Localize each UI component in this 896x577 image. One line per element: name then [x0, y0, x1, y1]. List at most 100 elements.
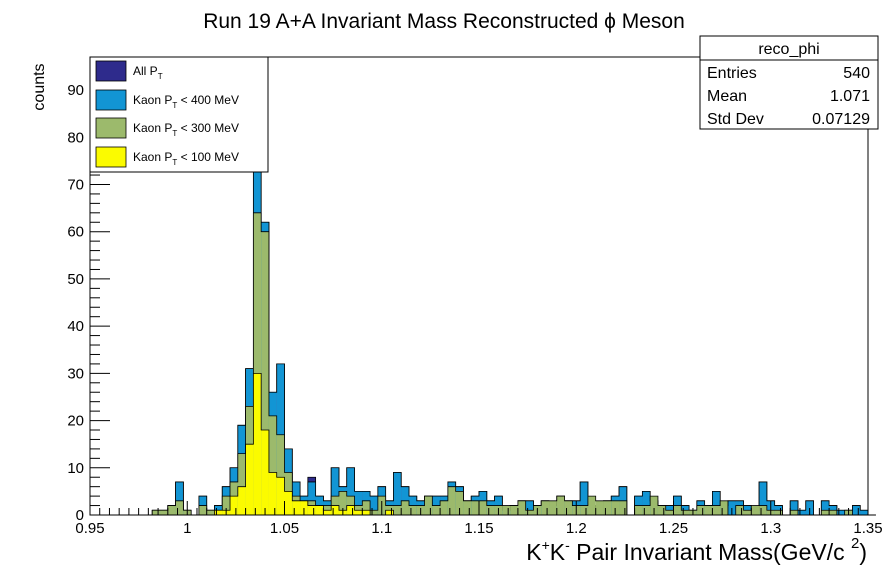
- chart-title: Run 19 A+A Invariant Mass Reconstructed …: [203, 10, 685, 33]
- stats-value: 1.071: [830, 88, 870, 105]
- bar-s3-bin-17: [222, 496, 231, 515]
- legend-entry-4: Kaon PT < 100 MeV: [95, 146, 239, 168]
- bar-s3-bin-67: [611, 500, 620, 515]
- bar-s4-bin-30: [323, 510, 332, 515]
- bar-s2-bin-63: [580, 481, 588, 515]
- legend-swatch: [95, 146, 127, 168]
- x-axis-label-sup-2: 2: [851, 535, 859, 552]
- y-tick-label: 10: [67, 460, 84, 477]
- bar-s2-bin-31: [331, 467, 339, 515]
- bar-s2-bin-92: [805, 500, 814, 515]
- bar-s4-bin-16: [214, 510, 223, 515]
- bar-s2-bin-94: [821, 500, 830, 515]
- bar-s3-bin-15: [206, 510, 215, 515]
- bar-s3-bin-71: [642, 505, 651, 515]
- bar-s3-bin-90: [790, 510, 798, 515]
- bar-s3-bin-65: [595, 500, 604, 515]
- bar-s3-bin-24: [276, 434, 285, 515]
- x-tick-label: 1.25: [659, 520, 688, 537]
- bar-s3-bin-66: [603, 500, 612, 515]
- bar-s3-bin-51: [486, 505, 495, 515]
- bar-s2-bin-39: [393, 472, 402, 515]
- x-tick-label: 1.3: [760, 520, 781, 537]
- bar-s3-bin-46: [447, 486, 456, 515]
- bar-s4-bin-33: [346, 505, 355, 515]
- x-axis-label-close: ): [859, 539, 867, 565]
- bar-s3-bin-59: [549, 500, 557, 515]
- y-tick-label: 40: [67, 318, 84, 335]
- bar-s4-bin-38: [385, 510, 394, 515]
- y-tick-label: 80: [67, 129, 84, 146]
- bar-s2-bin-86: [759, 481, 767, 515]
- legend-entry-3: Kaon PT < 300 MeV: [95, 117, 239, 139]
- bar-s3-bin-53: [502, 505, 511, 515]
- x-axis-label-k1: K: [526, 539, 542, 565]
- y-tick-label: 20: [67, 413, 84, 430]
- x-tick-label: 0.95: [75, 520, 104, 537]
- bar-s3-bin-8: [152, 510, 161, 515]
- bar-s3-bin-64: [587, 496, 596, 515]
- bar-s3-bin-61: [564, 500, 573, 515]
- bar-s3-bin-83: [735, 505, 744, 515]
- bar-s3-bin-47: [455, 491, 464, 515]
- x-axis-label-sup-plus: +: [542, 537, 550, 553]
- bar-s3-bin-68: [619, 500, 627, 515]
- bar-s2-bin-91: [797, 510, 806, 515]
- bar-s3-bin-48: [463, 500, 472, 515]
- bar-s3-bin-10: [167, 505, 176, 515]
- bar-s4-bin-22: [261, 430, 269, 515]
- bar-s3-bin-50: [479, 500, 487, 515]
- bar-s2-bin-96: [836, 510, 845, 515]
- y-tick-label: 90: [67, 82, 84, 99]
- bar-s3-bin-44: [432, 505, 441, 515]
- bar-s4-bin-23: [268, 472, 277, 515]
- bar-s3-bin-78: [696, 505, 705, 515]
- stats-value: 540: [843, 65, 870, 82]
- bar-s2-bin-82: [727, 500, 736, 515]
- bar-s4-bin-21: [253, 373, 262, 515]
- bar-s4-bin-25: [284, 491, 293, 515]
- bar-s3-bin-81: [720, 500, 728, 515]
- legend: All PT Kaon PT < 400 MeV Kaon PT < 300 MeV…: [89, 56, 269, 173]
- bar-s3-bin-75: [673, 505, 682, 515]
- bar-s3-bin-39: [393, 505, 402, 515]
- stats-label: Mean: [707, 88, 747, 105]
- bar-s3-bin-55: [517, 500, 526, 515]
- x-axis-label-k2: K: [550, 539, 566, 565]
- bar-s4-bin-28: [307, 505, 316, 515]
- bar-s3-bin-43: [424, 496, 433, 515]
- legend-label: Kaon PT < 400 MeV: [133, 93, 239, 110]
- bar-s3-bin-58: [541, 500, 550, 515]
- bar-s3-bin-63: [580, 505, 588, 515]
- bar-s2-bin-90: [790, 500, 798, 515]
- series-4: [90, 372, 876, 516]
- x-axis-label: K+K- Pair Invariant Mass(GeV/c 2): [526, 535, 867, 565]
- bar-s3-bin-21: [253, 212, 262, 515]
- y-axis-label: counts: [31, 63, 48, 110]
- stats-label: Std Dev: [707, 111, 764, 128]
- bar-s3-bin-80: [712, 505, 721, 515]
- bar-s4-bin-24: [276, 477, 285, 515]
- bar-s3-bin-74: [665, 510, 674, 515]
- bar-s3-bin-36: [370, 510, 378, 515]
- bar-s3-bin-86: [759, 505, 767, 515]
- bar-s3-bin-14: [198, 505, 207, 515]
- bar-s2-bin-36: [370, 496, 378, 515]
- stats-value: 0.07129: [812, 111, 870, 128]
- x-axis: 0.95 1 1.05 1.1 1.15 1.2 1.25 1.3 1.35: [75, 501, 883, 537]
- bar-s2-bin-11: [175, 481, 184, 515]
- bar-s3-bin-73: [657, 505, 666, 515]
- bar-s3-bin-40: [401, 500, 409, 515]
- y-tick-label: 70: [67, 176, 84, 193]
- bars-layer: [90, 169, 876, 516]
- bar-s3-bin-76: [681, 510, 690, 515]
- bar-s3-bin-95: [829, 510, 837, 515]
- bar-s3-bin-72: [650, 496, 658, 515]
- bar-s3-bin-32: [338, 491, 347, 515]
- legend-entry-1: All PT: [95, 60, 163, 82]
- bar-s4-bin-34: [354, 510, 363, 515]
- y-tick-label: 30: [67, 365, 84, 382]
- bar-s3-bin-9: [160, 510, 168, 515]
